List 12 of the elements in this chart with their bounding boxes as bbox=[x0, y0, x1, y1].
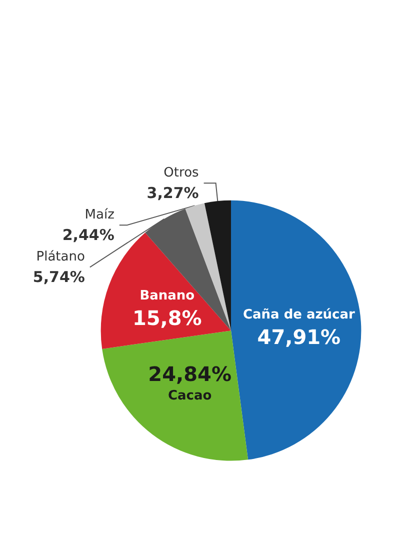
slice-label: Banano bbox=[140, 288, 195, 304]
slice-label: Cacao bbox=[168, 388, 212, 404]
data-label: 47,91% bbox=[257, 325, 341, 350]
data-label: 24,84% bbox=[148, 362, 232, 386]
data-label: 15,8% bbox=[132, 306, 202, 330]
data-label: 3,27% bbox=[146, 184, 199, 202]
slice-label: Maíz bbox=[84, 208, 115, 223]
data-label: 5,74% bbox=[32, 268, 85, 286]
data-label: 2,44% bbox=[62, 226, 114, 244]
slice-label: Plátano bbox=[36, 250, 85, 265]
slice-label: Otros bbox=[164, 166, 200, 181]
slice-label: Caña de azúcar bbox=[242, 308, 356, 323]
